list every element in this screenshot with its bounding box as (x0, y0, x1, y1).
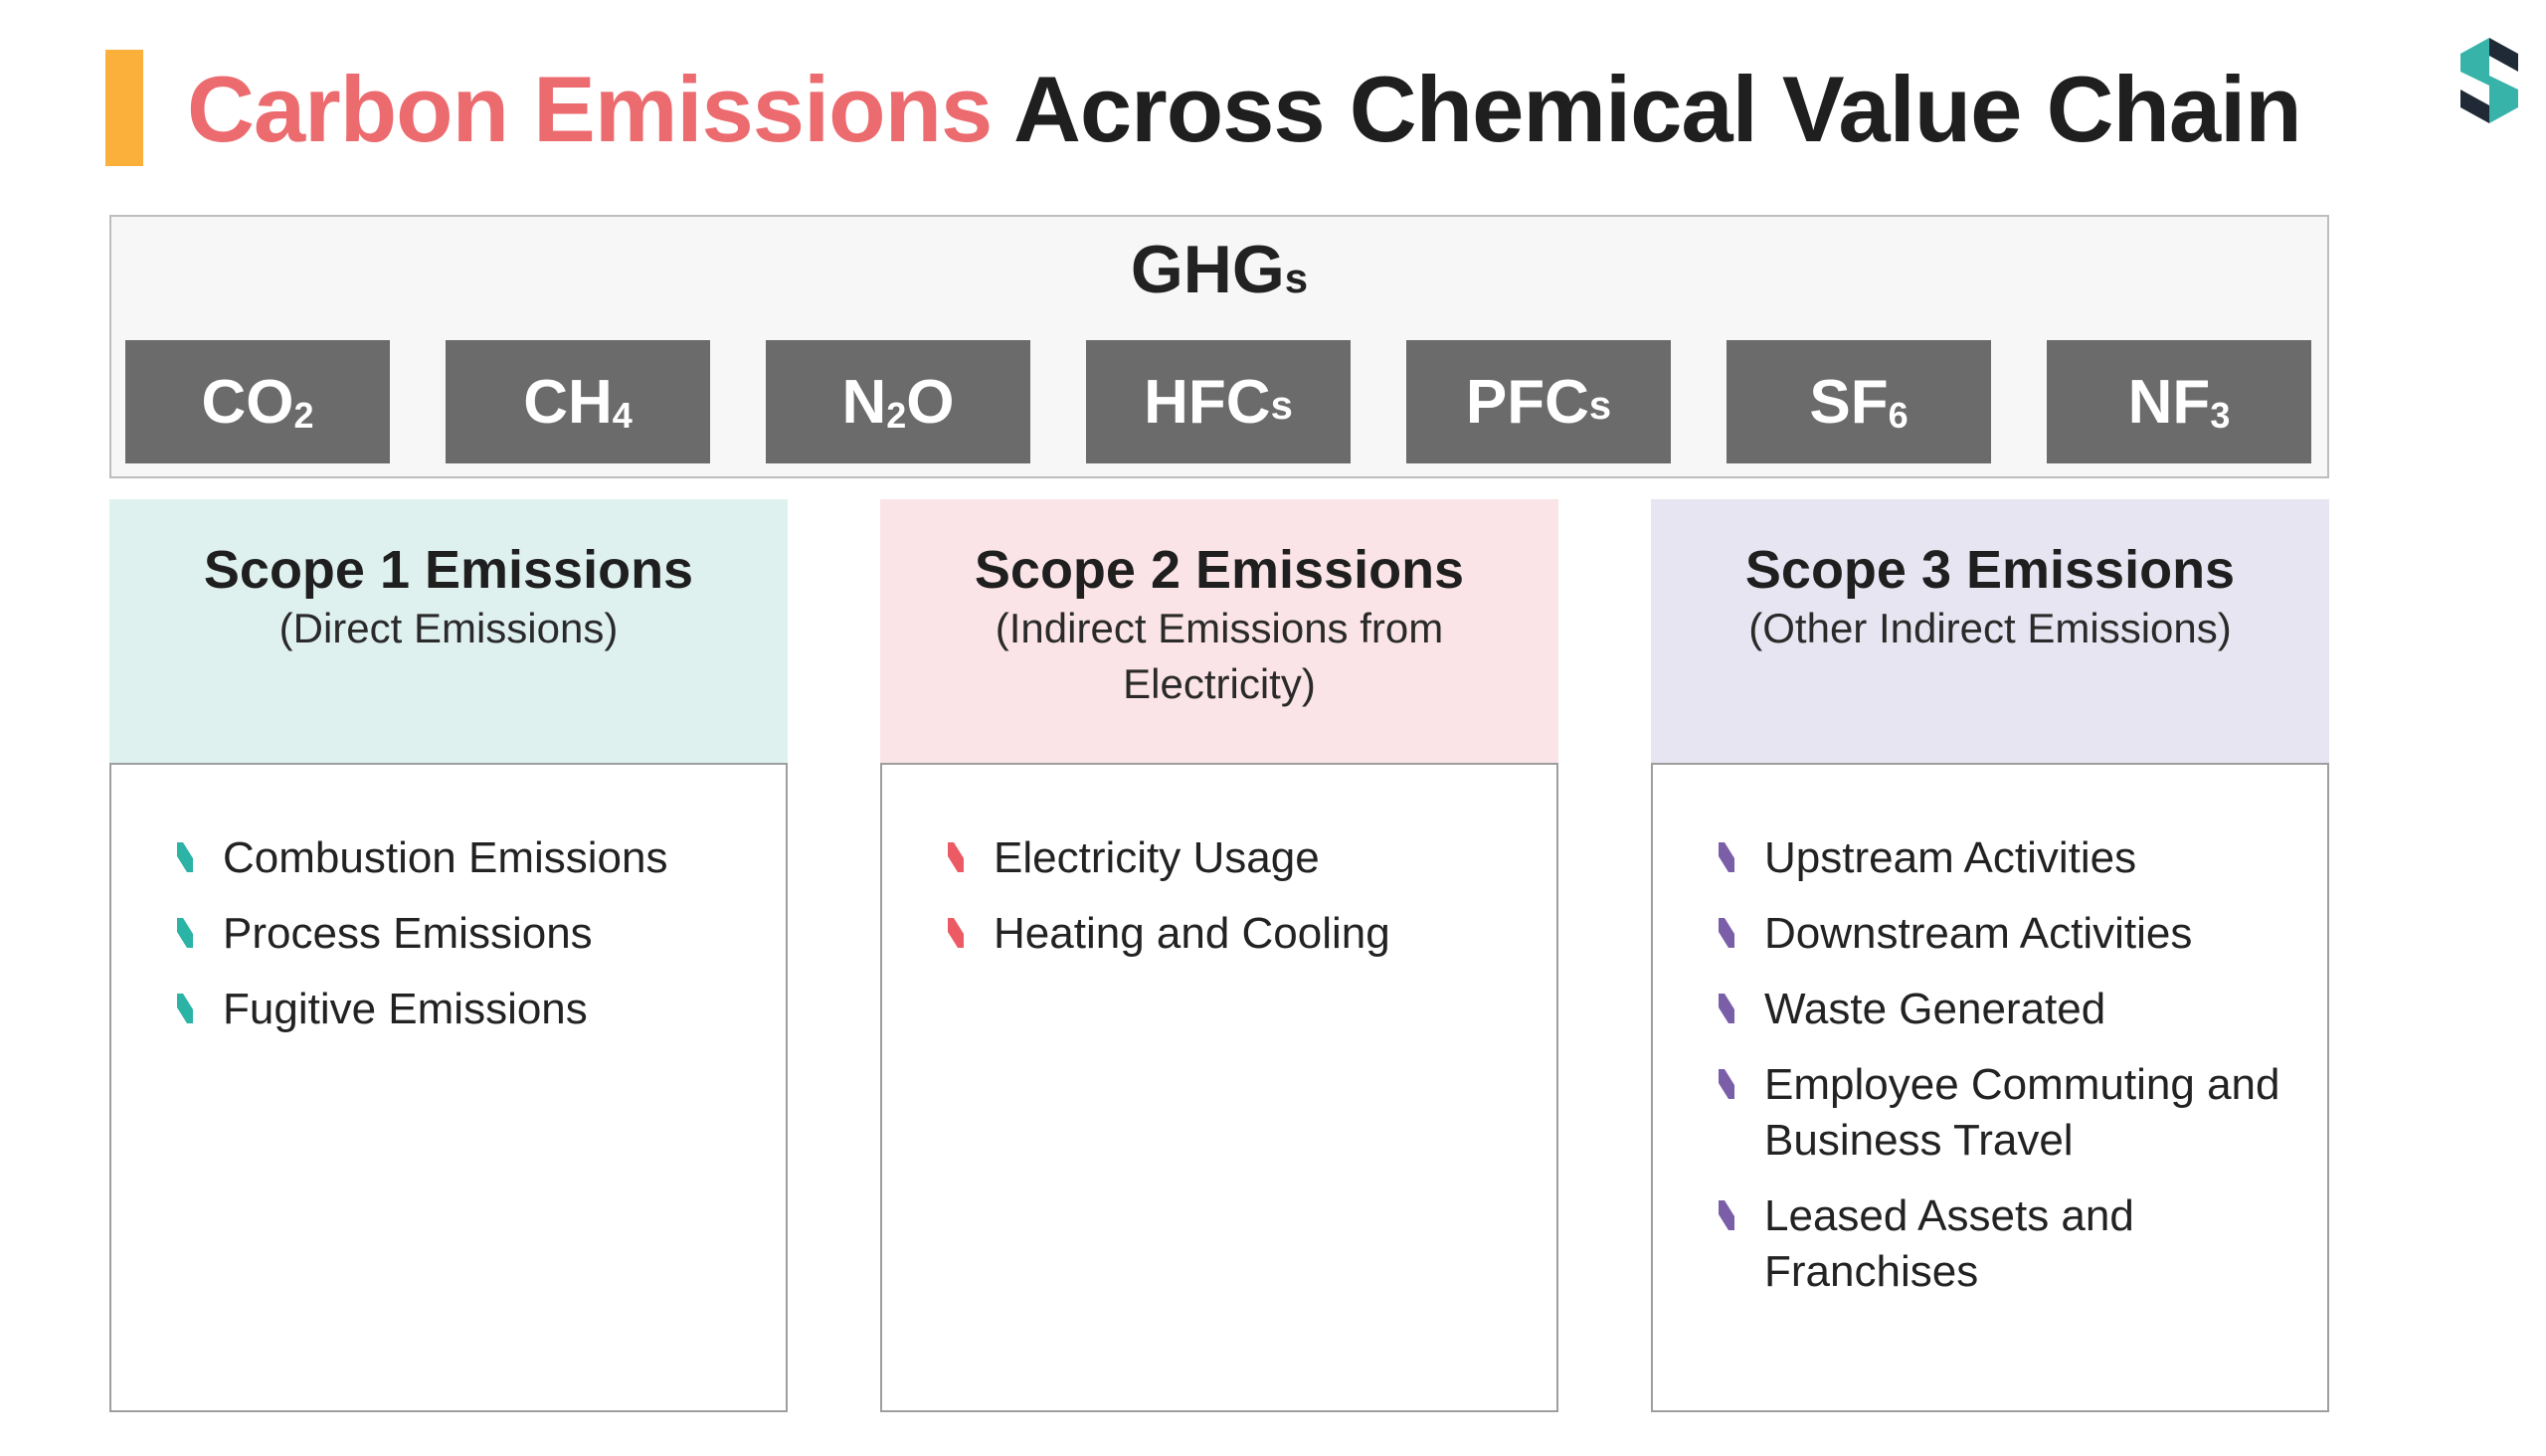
scope-3-list: Upstream Activities Downstream Activitie… (1719, 830, 2287, 1320)
slash-marker-icon (1719, 1200, 1734, 1230)
scope-2-list: Electricity Usage Heating and Cooling (948, 830, 1517, 982)
slash-marker-icon (1719, 918, 1734, 948)
slash-marker-icon (177, 842, 193, 872)
scope-2-body: Electricity Usage Heating and Cooling (880, 763, 1558, 1412)
scope-1-title: Scope 1 Emissions (203, 540, 694, 600)
gas-pfcs-box: PFC s (1406, 340, 1671, 463)
slash-marker-icon (177, 994, 193, 1023)
slash-marker-icon (1719, 994, 1734, 1023)
scope-3-card: Scope 3 Emissions (Other Indirect Emissi… (1651, 499, 2329, 1412)
scope-1-header: Scope 1 Emissions (Direct Emissions) (109, 499, 788, 763)
list-item: Combustion Emissions (177, 830, 746, 886)
scope-2-title: Scope 2 Emissions (974, 540, 1465, 600)
list-item: Electricity Usage (948, 830, 1517, 886)
page-title-highlight: Carbon Emissions (187, 57, 993, 161)
scope-2-description: (Indirect Emissions from Electricity) (995, 605, 1444, 707)
slash-marker-icon (948, 918, 964, 948)
scope-1-body: Combustion Emissions Process Emissions F… (109, 763, 788, 1412)
list-item: Process Emissions (177, 906, 746, 962)
brand-logo-icon (2458, 36, 2520, 125)
scope-3-header: Scope 3 Emissions (Other Indirect Emissi… (1651, 499, 2329, 763)
scope-1-card: Scope 1 Emissions (Direct Emissions) Com… (109, 499, 788, 1412)
page-title-rest: Across Chemical Value Chain (1012, 57, 2302, 161)
slash-marker-icon (1719, 1069, 1734, 1099)
list-item: Downstream Activities (1719, 906, 2287, 962)
gas-sf6-box: SF 6 (1727, 340, 1991, 463)
page-title: Carbon Emissions Across Chemical Value C… (187, 57, 2302, 161)
scope-1-list: Combustion Emissions Process Emissions F… (177, 830, 746, 1057)
scope-2-header: Scope 2 Emissions (Indirect Emissions fr… (880, 499, 1558, 763)
slash-marker-icon (177, 918, 193, 948)
gas-co2-box: CO 2 (125, 340, 390, 463)
scope-1-description: (Direct Emissions) (278, 605, 619, 652)
gas-hfcs-box: HFC s (1086, 340, 1351, 463)
title-accent-bar (105, 50, 143, 166)
slash-marker-icon (948, 842, 964, 872)
scope-3-title: Scope 3 Emissions (1744, 540, 2236, 600)
list-item: Waste Generated (1719, 982, 2287, 1037)
ghg-title: GHGs (1130, 232, 1309, 307)
list-item: Fugitive Emissions (177, 982, 746, 1037)
scope-3-description: (Other Indirect Emissions) (1748, 605, 2232, 652)
list-item: Employee Commuting and Business Travel (1719, 1057, 2287, 1169)
scope-2-card: Scope 2 Emissions (Indirect Emissions fr… (880, 499, 1558, 1412)
scope-3-body: Upstream Activities Downstream Activitie… (1651, 763, 2329, 1412)
slash-marker-icon (1719, 842, 1734, 872)
gas-ch4-box: CH 4 (446, 340, 710, 463)
list-item: Upstream Activities (1719, 830, 2287, 886)
gas-nf3-box: NF 3 (2047, 340, 2311, 463)
list-item: Heating and Cooling (948, 906, 1517, 962)
list-item: Leased Assets and Franchises (1719, 1188, 2287, 1300)
